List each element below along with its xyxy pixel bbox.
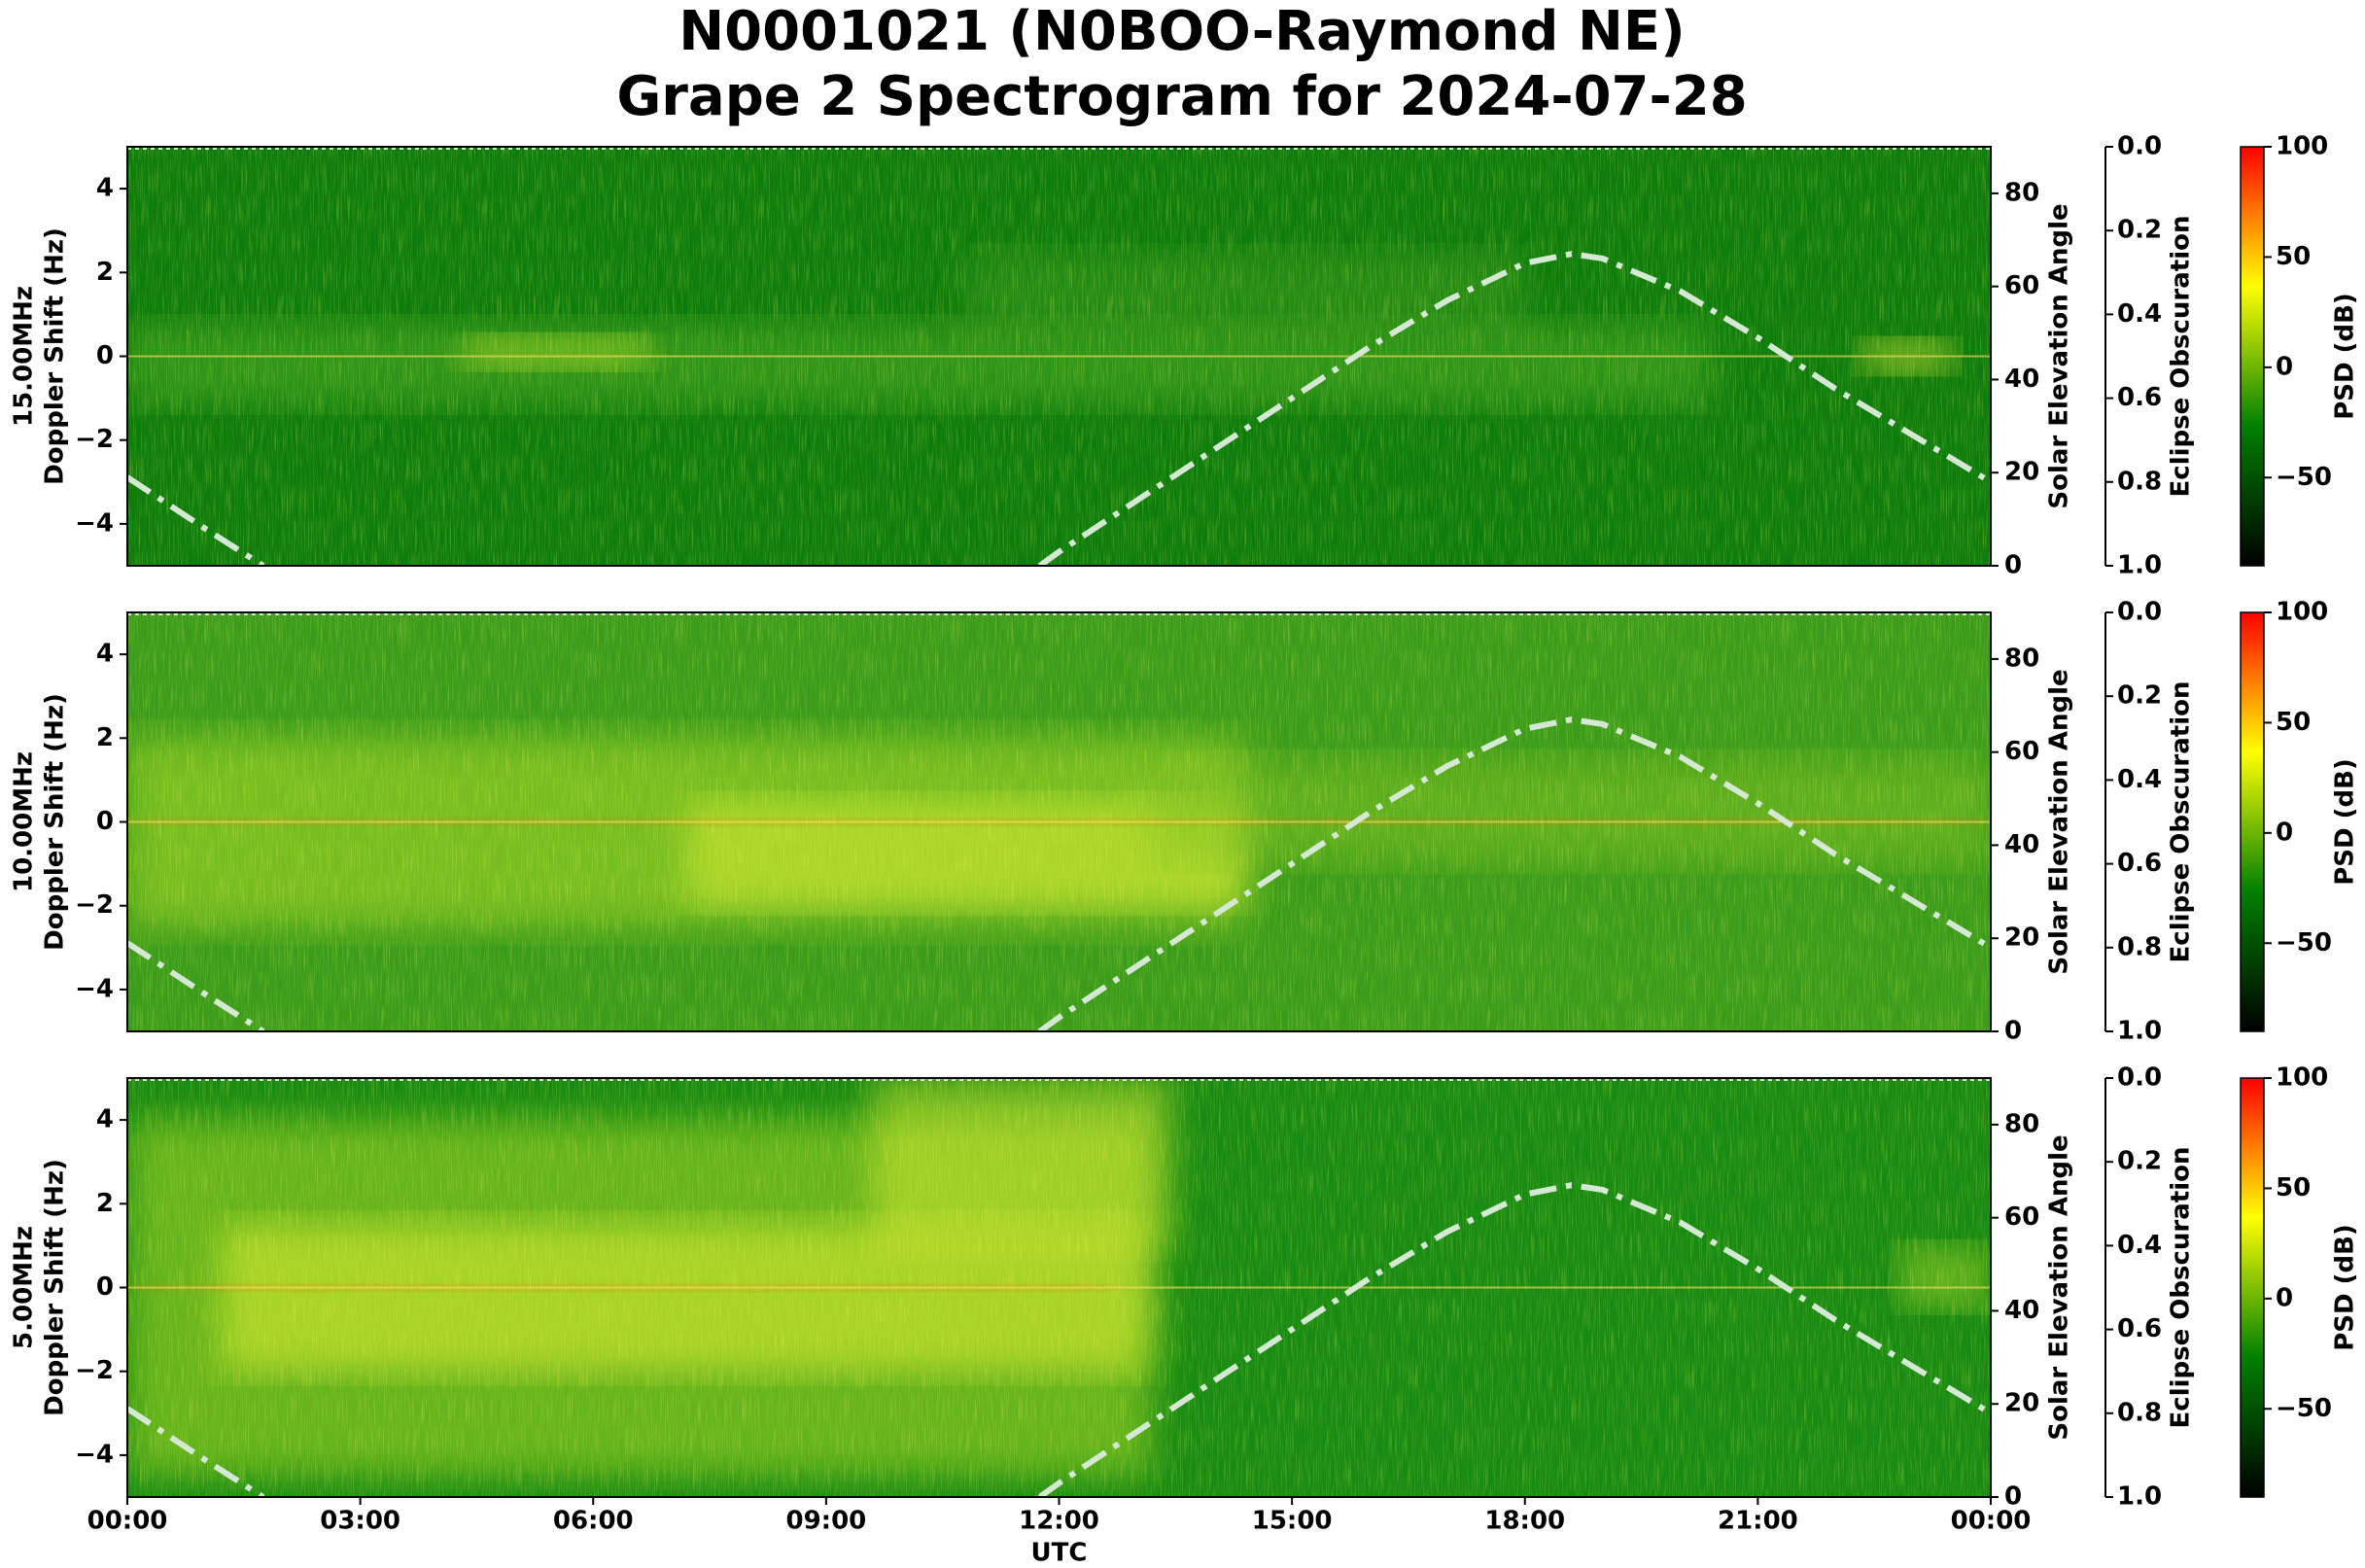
colorbar-tick-label: −50: [2276, 1394, 2332, 1423]
y3-axis-label: Eclipse Obscuration: [2167, 216, 2196, 498]
frequency-label: 5.00MHz: [10, 1226, 39, 1349]
colorbar-label: PSD (dB): [2331, 758, 2360, 886]
x-axis-label: UTC: [1031, 1539, 1088, 1568]
colorbar-tick-label: 0: [2276, 1283, 2293, 1312]
x-tick-label: 21:00: [1718, 1507, 1798, 1536]
y2-tick-label: 0: [2004, 551, 2022, 580]
y3-tick-label: 0.2: [2117, 216, 2162, 245]
colorbar-tick-label: −50: [2276, 928, 2332, 958]
y3-tick-label: 0.0: [2117, 1063, 2162, 1093]
y2-tick-label: 0: [2004, 1482, 2022, 1512]
spectrogram: [127, 1078, 1991, 1497]
y2-axis-label: Solar Elevation Angle: [2045, 669, 2074, 974]
y3-tick-label: 0.8: [2117, 932, 2162, 961]
y-tick-label: −4: [75, 508, 114, 538]
y-tick-label: 4: [96, 640, 114, 669]
y3-tick-label: 0.6: [2117, 1314, 2162, 1343]
y3-tick-label: 0.8: [2117, 1398, 2162, 1427]
y-tick-label: −2: [75, 425, 114, 454]
y2-tick-label: 20: [2004, 1389, 2039, 1418]
chart-title: N0001021 (N0BOO-Raymond NE): [678, 0, 1685, 63]
y-tick-label: 2: [96, 723, 114, 752]
y3-tick-label: 1.0: [2117, 551, 2162, 580]
colorbar-tick-label: −50: [2276, 463, 2332, 492]
y-tick-label: 2: [96, 1189, 114, 1218]
y2-tick-label: 40: [2004, 1296, 2039, 1325]
y-tick-label: 2: [96, 258, 114, 287]
y2-tick-label: 40: [2004, 830, 2039, 859]
colorbar-tick-label: 0: [2276, 352, 2293, 381]
y2-tick-label: 80: [2004, 644, 2039, 673]
y3-tick-label: 1.0: [2117, 1482, 2162, 1512]
x-tick-label: 06:00: [553, 1507, 634, 1536]
y-tick-label: 0: [96, 341, 114, 370]
colorbar-tick-label: 50: [2276, 1173, 2311, 1202]
y3-tick-label: 0.8: [2117, 467, 2162, 496]
y-axis-label: Doppler Shift (Hz): [41, 227, 70, 485]
y-tick-label: 0: [96, 1272, 114, 1302]
y3-tick-label: 0.4: [2117, 765, 2162, 794]
colorbar-tick-label: 0: [2276, 818, 2293, 847]
y-axis-label: Doppler Shift (Hz): [41, 693, 70, 951]
y-tick-label: 0: [96, 807, 114, 836]
colorbar: [2240, 146, 2265, 567]
y2-tick-label: 60: [2004, 271, 2039, 300]
x-tick-label: 18:00: [1484, 1507, 1565, 1536]
y-tick-label: −4: [75, 974, 114, 1003]
y-tick-label: −2: [75, 890, 114, 920]
x-tick-label: 15:00: [1252, 1507, 1333, 1536]
spectrogram: [127, 147, 1991, 566]
y2-tick-label: 60: [2004, 737, 2039, 766]
colorbar-tick-label: 50: [2276, 708, 2311, 737]
colorbar-tick-label: 50: [2276, 242, 2311, 271]
frequency-label: 15.00MHz: [10, 286, 39, 427]
y2-tick-label: 40: [2004, 365, 2039, 394]
y2-tick-label: 20: [2004, 923, 2039, 953]
elevation-line: [127, 716, 1991, 1031]
y3-axis-label: Eclipse Obscuration: [2167, 681, 2196, 963]
chart-subtitle: Grape 2 Spectrogram for 2024-07-28: [616, 65, 1747, 128]
y-tick-label: 4: [96, 1105, 114, 1134]
y3-tick-label: 0.6: [2117, 849, 2162, 878]
y3-tick-label: 0.4: [2117, 1231, 2162, 1260]
spectrogram: [127, 612, 1991, 1031]
elevation-line: [127, 1182, 1991, 1497]
y3-tick-label: 0.0: [2117, 132, 2162, 161]
y2-tick-label: 0: [2004, 1017, 2022, 1046]
y-axis-label: Doppler Shift (Hz): [41, 1159, 70, 1416]
y3-tick-label: 0.2: [2117, 681, 2162, 711]
colorbar-label: PSD (dB): [2331, 1224, 2360, 1351]
colorbar-tick-label: 100: [2276, 598, 2328, 627]
y3-tick-label: 0.4: [2117, 299, 2162, 329]
x-tick-label: 12:00: [1019, 1507, 1099, 1536]
y2-axis-label: Solar Elevation Angle: [2045, 203, 2074, 508]
x-tick-label: 00:00: [87, 1507, 168, 1536]
colorbar-tick-label: 100: [2276, 132, 2328, 161]
x-tick-label: 03:00: [320, 1507, 400, 1536]
elevation-line: [127, 251, 1991, 566]
y3-tick-label: 0.2: [2117, 1147, 2162, 1176]
colorbar-tick-label: 100: [2276, 1063, 2328, 1093]
x-tick-label: 09:00: [785, 1507, 866, 1536]
y3-tick-label: 1.0: [2117, 1017, 2162, 1046]
y2-tick-label: 60: [2004, 1202, 2039, 1232]
y-tick-label: −2: [75, 1356, 114, 1385]
y3-axis-label: Eclipse Obscuration: [2167, 1147, 2196, 1429]
colorbar: [2240, 1077, 2265, 1498]
y3-tick-label: 0.6: [2117, 383, 2162, 412]
y2-tick-label: 80: [2004, 1109, 2039, 1138]
y-tick-label: 4: [96, 174, 114, 203]
y3-tick-label: 0.0: [2117, 598, 2162, 627]
y2-tick-label: 20: [2004, 458, 2039, 487]
y2-axis-label: Solar Elevation Angle: [2045, 1134, 2074, 1440]
frequency-label: 10.00MHz: [10, 751, 39, 892]
x-tick-label: 00:00: [1951, 1507, 2032, 1536]
colorbar-label: PSD (dB): [2331, 293, 2360, 420]
y2-tick-label: 80: [2004, 178, 2039, 207]
y-tick-label: −4: [75, 1440, 114, 1469]
colorbar: [2240, 611, 2265, 1032]
